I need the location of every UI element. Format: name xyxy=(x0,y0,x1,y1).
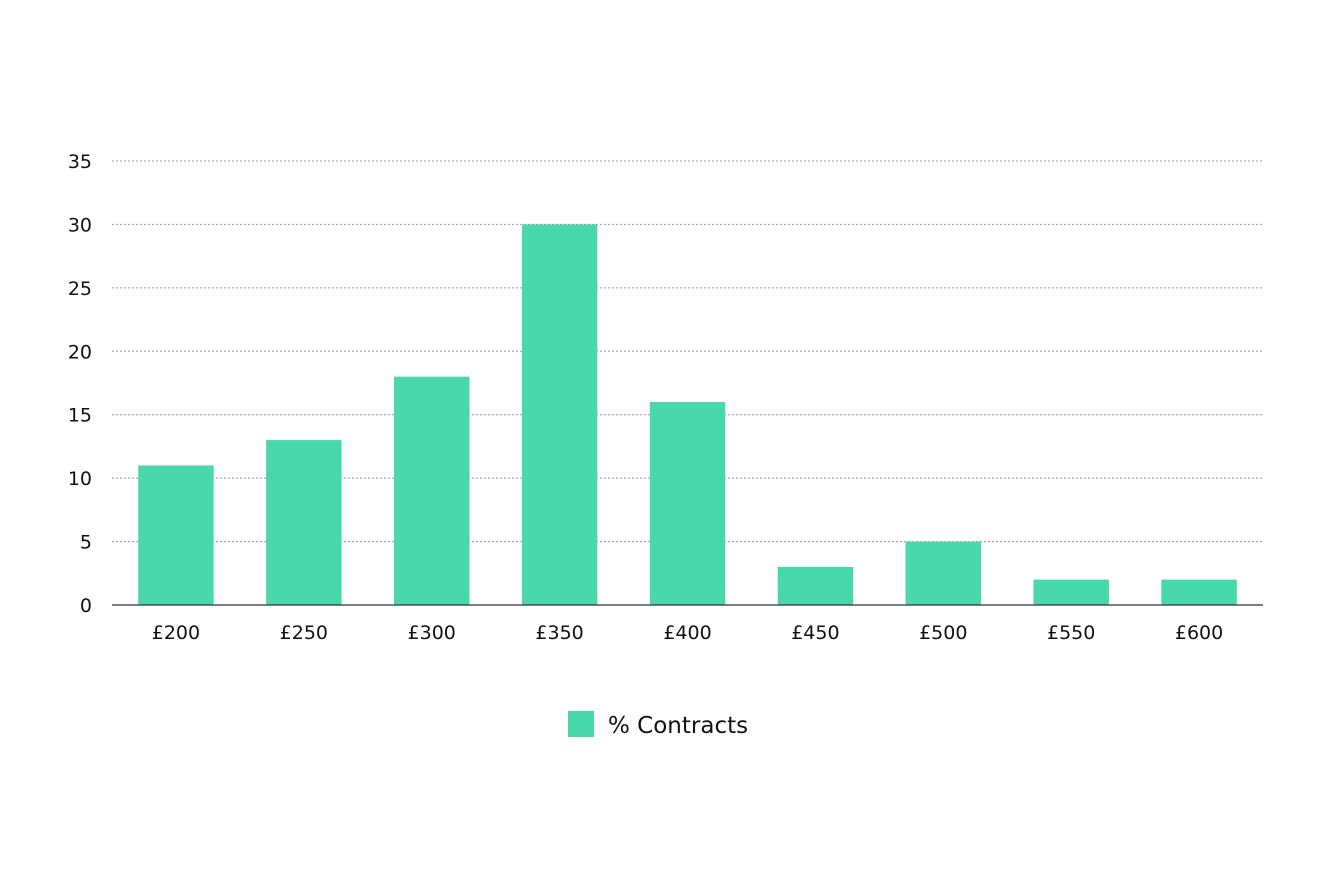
legend-label: % Contracts xyxy=(608,713,748,739)
bar xyxy=(777,566,854,605)
x-tick-label: £350 xyxy=(535,622,583,644)
y-tick-label: 35 xyxy=(68,151,92,173)
legend: % Contracts xyxy=(568,711,748,739)
bar xyxy=(905,541,982,605)
x-tick-label: £200 xyxy=(152,622,200,644)
y-tick-label: 10 xyxy=(68,468,92,490)
bar xyxy=(649,402,726,605)
x-tick-label: £500 xyxy=(919,622,967,644)
bar xyxy=(393,376,470,605)
x-tick-label: £250 xyxy=(280,622,328,644)
x-tick-label: £550 xyxy=(1047,622,1095,644)
x-tick-label: £600 xyxy=(1175,622,1223,644)
bar xyxy=(1033,579,1109,605)
legend-swatch xyxy=(568,711,594,737)
y-tick-label: 20 xyxy=(68,341,92,363)
tick-labels: 0 5 10 15 20 25 30 35 £200 £250 £300 £350 £400 £450 £5… xyxy=(68,151,1223,644)
y-tick-label: 30 xyxy=(68,214,92,236)
bar xyxy=(266,440,342,605)
y-tick-label: 5 xyxy=(80,532,92,554)
x-tick-label: £450 xyxy=(791,622,839,644)
y-tick-label: 0 xyxy=(80,595,92,617)
x-tick-label: £300 xyxy=(408,622,456,644)
x-tick-label: £400 xyxy=(663,622,711,644)
y-tick-label: 25 xyxy=(68,278,92,300)
y-tick-label: 15 xyxy=(68,405,92,427)
bars xyxy=(138,224,1237,605)
bar xyxy=(138,465,214,605)
bar xyxy=(521,224,598,605)
bar xyxy=(1161,579,1237,605)
